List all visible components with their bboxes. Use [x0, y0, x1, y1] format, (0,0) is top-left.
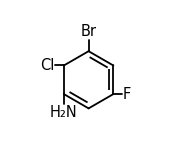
Text: Br: Br	[81, 24, 97, 39]
Text: Cl: Cl	[40, 58, 54, 73]
Text: H₂N: H₂N	[50, 105, 78, 120]
Text: F: F	[123, 87, 131, 102]
